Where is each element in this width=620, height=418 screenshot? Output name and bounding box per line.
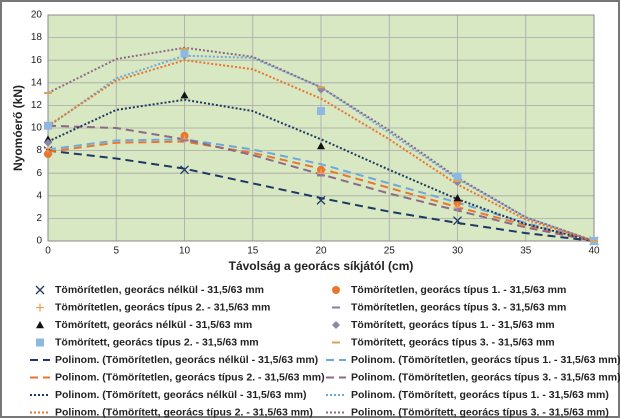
trend-line (47, 59, 595, 242)
legend-label: Tömörített, georács nélkül - 31,5/63 mm (55, 319, 252, 331)
y-tick-label: 12 (31, 100, 43, 111)
point (44, 138, 52, 147)
y-tick-label: 2 (36, 213, 42, 224)
legend-label: Polinom. (Tömörítetlen, georács típus 3.… (351, 371, 620, 383)
y-tick-label: 0 (36, 236, 42, 247)
x-tick-label: 0 (45, 246, 51, 257)
trend-line (47, 138, 595, 242)
point (180, 165, 189, 175)
y-tick-label: 6 (36, 168, 42, 179)
point (317, 107, 325, 116)
legend-key (36, 321, 44, 329)
x-axis-label: Távolság a georács síkjától (cm) (229, 259, 414, 273)
legend-key (35, 285, 45, 295)
legend-label: Tömörített, georács típus 1. - 31,5/63 m… (351, 319, 555, 331)
legend-label: Tömörített, georács típus 3. - 31,5/63 m… (351, 336, 555, 348)
y-tick-label: 14 (31, 77, 43, 88)
x-tick-label: 40 (588, 246, 600, 257)
legend-label: Tömörített, georács típus 2. - 31,5/63 m… (55, 336, 259, 348)
legend-label: Tömörítetlen, georács nélkül - 31,5/63 m… (55, 284, 264, 296)
legend-label: Tömörítetlen, georács típus 1. - 31,5/63… (351, 284, 566, 296)
y-axis-label: Nyomóerő (kN) (11, 85, 25, 171)
legend-key (332, 286, 340, 294)
legend-label: Polinom. (Tömörített, georács nélkül - 3… (55, 389, 306, 401)
legend-label: Polinom. (Tömörítetlen, georács típus 1.… (351, 354, 620, 366)
legend-label: Polinom. (Tömörítetlen, georács típus 2.… (55, 371, 325, 383)
legend-label: Polinom. (Tömörített, georács típus 2. -… (55, 406, 313, 418)
x-tick-label: 20 (315, 246, 327, 257)
legend-label: Tömörítetlen, georács típus 3. - 31,5/63… (351, 301, 566, 313)
legend-key (36, 338, 44, 347)
point (453, 172, 462, 181)
y-tick-label: 20 (31, 10, 43, 21)
x-tick-label: 25 (384, 246, 396, 257)
y-tick-label: 4 (36, 190, 42, 201)
point (453, 216, 462, 226)
y-tick-label: 16 (31, 55, 43, 66)
trend-line (47, 149, 595, 242)
x-tick-label: 5 (113, 246, 119, 257)
y-tick-label: 8 (36, 145, 42, 156)
x-tick-label: 35 (520, 246, 532, 257)
point (180, 49, 189, 58)
point (453, 194, 462, 202)
trend-line (47, 98, 595, 242)
point (180, 91, 189, 99)
legend-key (332, 321, 340, 329)
x-tick-label: 10 (179, 246, 191, 257)
x-tick-label: 15 (247, 246, 259, 257)
legend-label: Polinom. (Tömörítetlen, georács nélkül -… (55, 354, 318, 366)
y-tick-label: 18 (31, 32, 43, 43)
point (316, 195, 326, 205)
legend-key (36, 303, 44, 312)
point (44, 121, 52, 130)
y-tick-label: 10 (31, 123, 43, 134)
legend-label: Tömörítetlen, georács típus 2. - 31,5/63… (55, 301, 270, 313)
point (180, 135, 189, 144)
legend-label: Polinom. (Tömörített, georács típus 1. -… (351, 389, 609, 401)
point (317, 142, 325, 150)
x-tick-label: 30 (452, 246, 464, 257)
point (44, 149, 52, 158)
legend-label: Polinom. (Tömörített, georács típus 3. -… (351, 406, 609, 418)
